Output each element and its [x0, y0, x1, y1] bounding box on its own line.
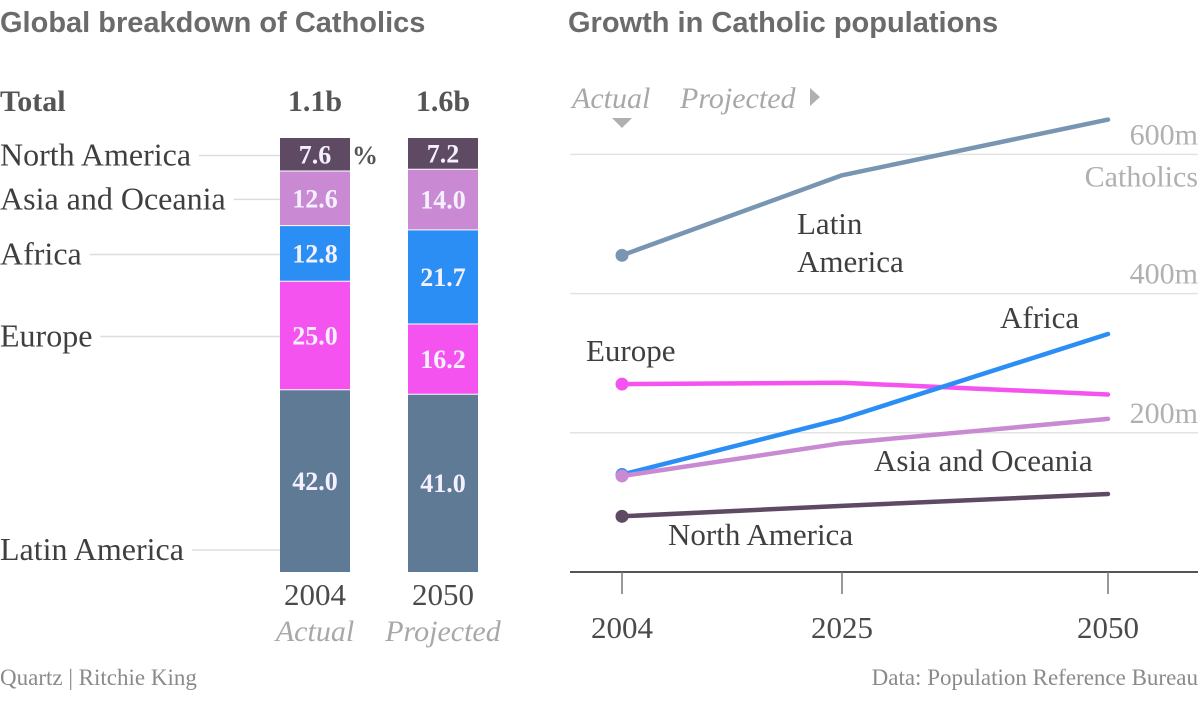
x-tick-2004: 2004 — [591, 610, 654, 645]
bar-status-2004: Actual — [274, 615, 354, 648]
series-label-latin-america-1: America — [797, 244, 904, 279]
bar-segment-africa-2004 — [280, 225, 350, 282]
x-tick-2050: 2050 — [1077, 610, 1139, 645]
line-series — [615, 117, 1111, 523]
bar-segment-north-america-2004 — [280, 138, 350, 171]
bar-segment-latin-america-2004 — [280, 389, 350, 572]
segment-value-latin-america-2050: 41.0 — [420, 469, 466, 498]
category-label-north-america: North America — [0, 136, 191, 172]
start-point-europe — [615, 377, 629, 391]
actual-marker-icon — [612, 118, 632, 128]
segment-value-asia-and-oceania-2050: 14.0 — [420, 186, 466, 215]
segment-value-africa-2004: 12.8 — [292, 239, 338, 268]
line-asia-and-oceania — [619, 416, 1111, 479]
y-tick-400m: 400m — [1130, 258, 1198, 291]
total-value-2050: 1.6b — [416, 85, 470, 118]
projected-arrow-icon — [810, 88, 820, 106]
total-value-2004: 1.1b — [288, 85, 342, 118]
total-label: Total — [0, 85, 66, 118]
series-label-latin-america: Latin — [797, 206, 863, 241]
segment-value-europe-2004: 25.0 — [292, 321, 338, 350]
series-label-asia-and-oceania: Asia and Oceania — [874, 443, 1093, 478]
bar-segment-europe-2004 — [280, 281, 350, 390]
line-africa — [619, 331, 1111, 477]
category-label-asia-and-oceania: Asia and Oceania — [0, 180, 226, 216]
y-unit-label: Catholics — [1085, 160, 1198, 193]
y-tick-600m: 600m — [1130, 118, 1198, 151]
percent-unit-label: % — [352, 141, 378, 170]
start-point-latin-america — [615, 248, 629, 262]
category-label-latin-america: Latin America — [0, 531, 184, 567]
bar-segment-latin-america-2050 — [408, 394, 478, 572]
segment-value-europe-2050: 16.2 — [420, 345, 466, 374]
category-labels: Latin America Europe Africa Asia and Oceani… — [0, 136, 226, 567]
right-chart-title: Growth in Catholic populations — [568, 7, 998, 39]
segment-value-north-america-2050: 7.2 — [427, 140, 460, 169]
segment-value-latin-america-2004: 42.0 — [292, 467, 338, 496]
line-europe — [619, 380, 1111, 397]
bar-year-2050: 2050 — [412, 577, 474, 612]
series-label-europe: Europe — [586, 333, 676, 368]
x-tick-2025: 2025 — [811, 610, 873, 645]
bar-segment-europe-2050 — [408, 324, 478, 395]
actual-label: Actual — [570, 82, 650, 115]
bar-segment-north-america-2050 — [408, 138, 478, 170]
footer-source: Data: Population Reference Bureau — [872, 665, 1199, 690]
gridlines: 200m 400m 600m Catholics — [570, 118, 1198, 434]
series-label-africa: Africa — [1000, 300, 1079, 335]
start-point-asia-and-oceania — [615, 469, 629, 483]
segment-value-africa-2050: 21.7 — [420, 263, 466, 292]
segment-value-north-america-2004: 7.6 — [299, 140, 332, 169]
bar-year-2004: 2004 — [284, 577, 347, 612]
start-point-north-america — [615, 509, 629, 523]
segment-value-asia-and-oceania-2004: 12.6 — [292, 184, 338, 213]
bar-status-2050: Projected — [384, 615, 502, 648]
series-label-north-america: North America — [668, 517, 853, 552]
bar-segment-africa-2050 — [408, 229, 478, 324]
x-axis: 2004 2025 2050 — [570, 571, 1198, 645]
bar-segment-asia-and-oceania-2004 — [280, 170, 350, 226]
projected-label: Projected — [679, 82, 797, 115]
category-label-europe: Europe — [0, 317, 92, 353]
line-latin-america — [619, 117, 1111, 258]
category-connectors — [89, 154, 280, 551]
category-label-africa: Africa — [0, 235, 82, 271]
line-north-america — [619, 491, 1111, 519]
footer-credit: Quartz | Ritchie King — [0, 665, 197, 690]
bar-segment-asia-and-oceania-2050 — [408, 169, 478, 230]
left-chart-title: Global breakdown of Catholics — [0, 7, 425, 39]
y-tick-200m: 200m — [1130, 397, 1198, 430]
